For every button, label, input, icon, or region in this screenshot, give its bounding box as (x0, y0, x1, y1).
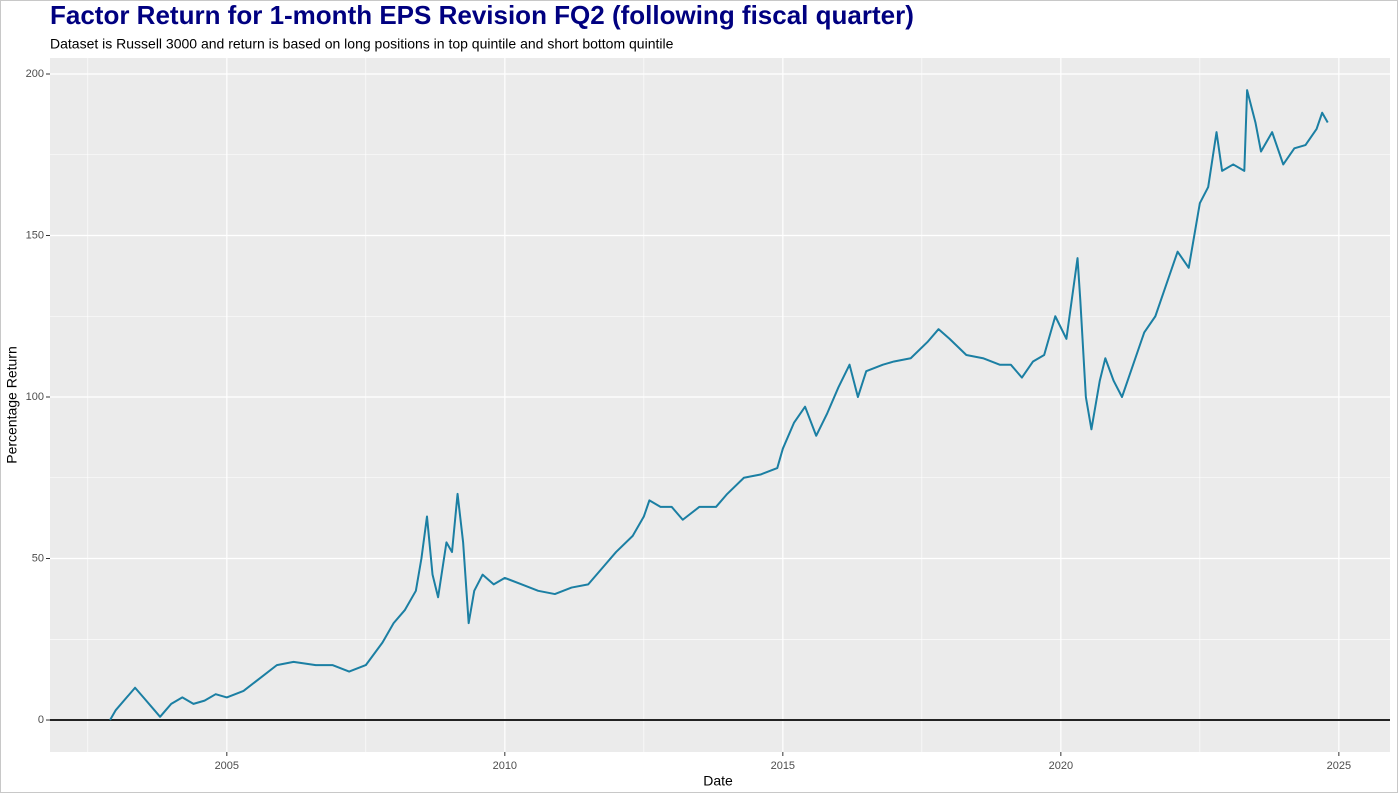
y-tick-label: 50 (32, 552, 44, 564)
data-line (109, 89, 1329, 721)
x-tick-label: 2005 (215, 760, 239, 772)
y-axis-label: Percentage Return (4, 346, 20, 464)
y-tick-label: 150 (26, 229, 44, 241)
y-tick-label: 200 (26, 68, 44, 80)
x-tick-label: 2020 (1049, 760, 1073, 772)
x-tick-label: 2015 (771, 760, 795, 772)
x-tick-label: 2010 (493, 760, 517, 772)
x-tick-label: 2025 (1327, 760, 1351, 772)
plot-panel (50, 58, 1390, 752)
chart-subtitle: Dataset is Russell 3000 and return is ba… (50, 36, 674, 52)
x-axis-label: Date (703, 773, 733, 789)
y-tick-label: 0 (38, 714, 44, 726)
chart-title: Factor Return for 1-month EPS Revision F… (50, 0, 914, 30)
y-tick-label: 100 (26, 391, 44, 403)
